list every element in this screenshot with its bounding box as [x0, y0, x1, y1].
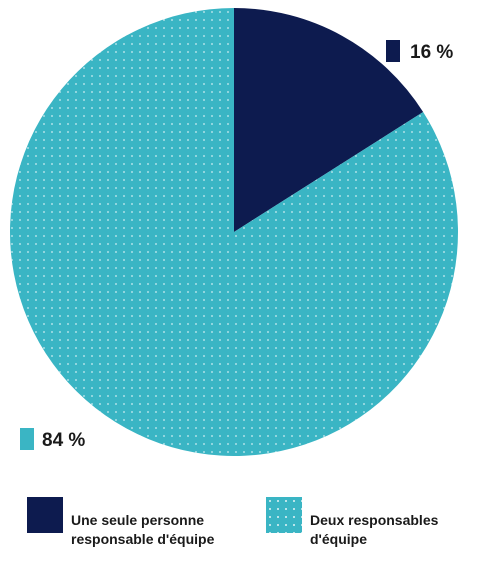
legend-label-two-persons: Deux responsables d'équipe [310, 512, 439, 547]
legend-item-two-persons: Deux responsables d'équipe [266, 497, 482, 549]
value-label-one-person: 16 % [410, 42, 453, 63]
pie-slice-pattern-two-persons [10, 8, 459, 456]
pie-slice-two-persons [10, 8, 459, 456]
legend-swatch-two-persons [266, 497, 302, 533]
legend: Une seule personne responsable d'équipe … [0, 497, 482, 573]
legend-item-one-person: Une seule personne responsable d'équipe [27, 497, 261, 549]
value-label-marker-one-person [386, 40, 400, 62]
legend-label-one-person: Une seule personne responsable d'équipe [71, 512, 215, 547]
legend-swatch-one-person [27, 497, 63, 533]
value-label-marker-two-persons [20, 428, 34, 450]
pie-slice-fill-one-person [234, 8, 424, 232]
pie-chart: 16 % 84 % [10, 8, 459, 456]
value-label-two-persons: 84 % [42, 430, 85, 451]
pie-slice-one-person [234, 8, 424, 232]
slice-labels: 16 % 84 % [20, 40, 453, 451]
pie-slices [10, 8, 459, 456]
